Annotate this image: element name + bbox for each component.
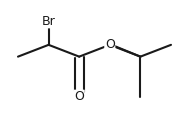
Text: Br: Br xyxy=(42,15,55,28)
Text: O: O xyxy=(105,38,115,51)
Text: O: O xyxy=(74,90,84,103)
